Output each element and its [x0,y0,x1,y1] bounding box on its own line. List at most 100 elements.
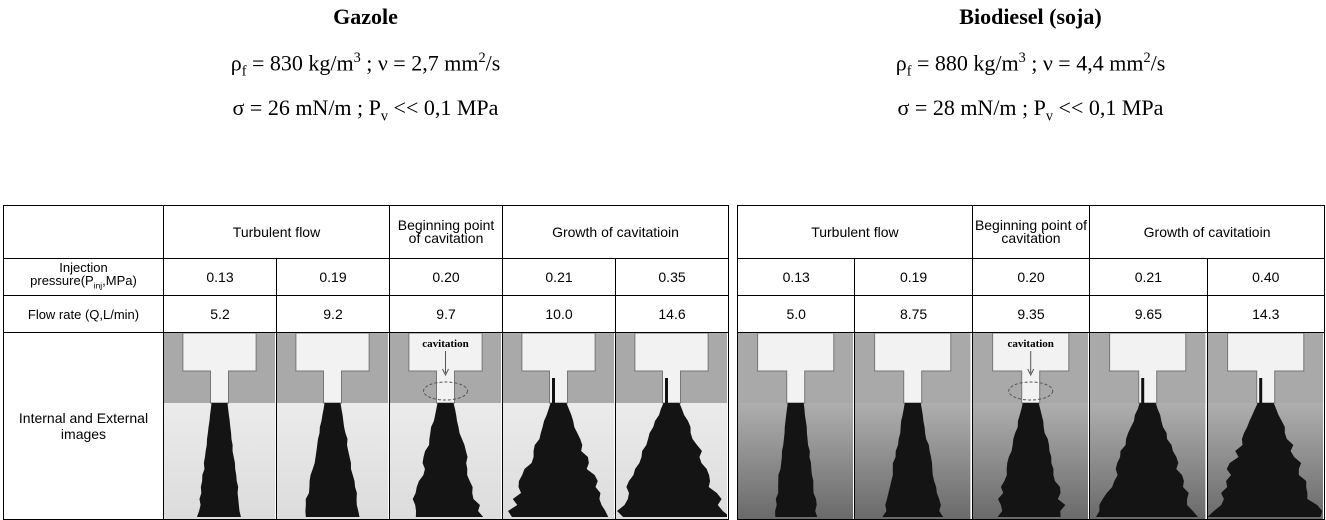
value-cell: 0.19 [854,258,973,296]
flow-image [616,333,728,519]
value-cell: 9.2 [275,295,391,333]
subscript: inj [93,280,103,291]
nozzle-chamber [295,333,370,404]
value-cell: 5.0 [736,295,856,333]
group-label: Growth of cavitatioin [1143,223,1271,240]
image-cell: cavitation [971,332,1091,520]
row-label: Injection pressure(Pinj,MPa) [3,258,164,296]
text-segment: ; ν = 2,7 mm [360,50,479,76]
text-segment: Flow rate (Q,L/min) [27,306,140,322]
header-row: Turbulent flow Beginning point of cavitat… [737,205,1325,259]
value-cell: 10.0 [502,295,617,333]
flow-image [164,333,275,519]
value-cell: 9.65 [1089,295,1208,333]
annotation: cavitation [1007,338,1053,350]
text-segment: Injection pressure(P [30,260,108,289]
image-cell [163,332,277,520]
group-label: Beginning point of cavitation [397,217,495,246]
value-cell: 0.19 [275,258,391,296]
group-label: Beginning point of cavitation [974,217,1088,246]
value-cell: 0.21 [502,258,617,296]
supscript: 2 [1143,50,1151,66]
flow-image [738,333,854,519]
panel-title: Biodiesel (soja) [959,4,1102,29]
row-label: Flow rate (Q,L/min) [3,295,164,333]
cavitation-zone [1007,381,1053,401]
nozzle-chamber [521,333,596,404]
supscript: 2 [478,50,486,66]
property-line: ρf = 830 kg/m3 ; ν = 2,7 mm2/s [3,50,728,81]
spray [882,403,944,517]
value-cell: 0.20 [389,258,504,296]
flow-image: cavitation [390,333,502,519]
flow-image [1208,333,1323,519]
spray [196,403,241,517]
text-segment: ρ [895,50,907,76]
annotation: cavitation [422,338,468,350]
image-row: Internal and External images cavitation [3,332,730,520]
data-table: Turbulent flow Beginning point of cavitat… [3,205,730,520]
panel: Gazole ρf = 830 kg/m3 ; ν = 2,7 mm2/s σ = … [3,0,730,520]
value-cell: 8.75 [854,295,973,333]
group-label: Growth of cavitatioin [552,223,679,240]
group-header: Growth of cavitatioin [1089,205,1325,259]
supscript: 3 [353,50,361,66]
image-cell [736,332,856,520]
arrow [1027,351,1034,377]
value-cell: 0.13 [736,258,856,296]
arrow [442,351,449,377]
corner-cell [3,205,164,259]
value-cell: 0.20 [971,258,1091,296]
flow-image [277,333,388,519]
spray [305,403,360,517]
spray [997,403,1066,517]
data-row: 0.13 0.19 0.20 0.21 0.40 [736,258,1325,296]
group-label: Turbulent flow [232,223,321,240]
group-header: Growth of cavitatioin [502,205,730,259]
nozzle-chamber [1109,333,1187,404]
spray [412,403,484,517]
data-row: Flow rate (Q,L/min) 5.2 9.2 9.7 10.0 14.6 [3,295,730,333]
flow-image: cavitation [973,333,1089,519]
group-header: Beginning point of cavitation [389,205,504,259]
subscript: f [906,63,912,80]
nozzle-chamber [1226,333,1304,404]
text-segment: = 880 kg/m [911,50,1019,76]
panel: Biodiesel (soja) ρf = 880 kg/m3 ; ν = 4,4… [736,0,1325,520]
subscript: f [241,63,247,80]
panel-title: Gazole [333,4,398,29]
value-cell: 14.6 [615,295,730,333]
text-segment: σ = 28 mN/m ; P [897,95,1046,120]
text-segment: /s [1150,50,1166,76]
nozzle-chamber [757,333,835,404]
image-cell [615,332,730,520]
cavitation-zone [423,381,469,401]
image-cell [854,332,973,520]
value-cell: 0.13 [163,258,277,296]
value-cell: 14.3 [1206,295,1325,333]
value-cell: 9.35 [971,295,1091,333]
subscript: v [1045,108,1054,125]
image-cell [502,332,617,520]
header-row: Turbulent flow Beginning point of cavitat… [3,205,730,259]
flow-image [1090,333,1206,519]
group-header: Turbulent flow [737,205,973,259]
value-cell: 0.35 [615,258,730,296]
spray [617,403,728,517]
data-table: Turbulent flow Beginning point of cavitat… [736,205,1325,520]
text-segment: << 0,1 MPa [1053,95,1164,120]
image-cell [1206,332,1325,520]
group-label: Turbulent flow [811,223,899,240]
spray [1208,403,1322,517]
property-line: σ = 26 mN/m ; Pv << 0,1 MPa [3,95,728,125]
property-line: σ = 28 mN/m ; Pv << 0,1 MPa [737,95,1324,125]
value-cell: 5.2 [163,295,277,333]
image-cell: cavitation [389,332,504,520]
value-cell: 0.21 [1089,258,1208,296]
flow-image [855,333,971,519]
value-cell: 0.40 [1206,258,1325,296]
text-segment: ; ν = 4,4 mm [1025,50,1144,76]
nozzle-chamber [182,333,257,404]
spray [1096,403,1199,517]
